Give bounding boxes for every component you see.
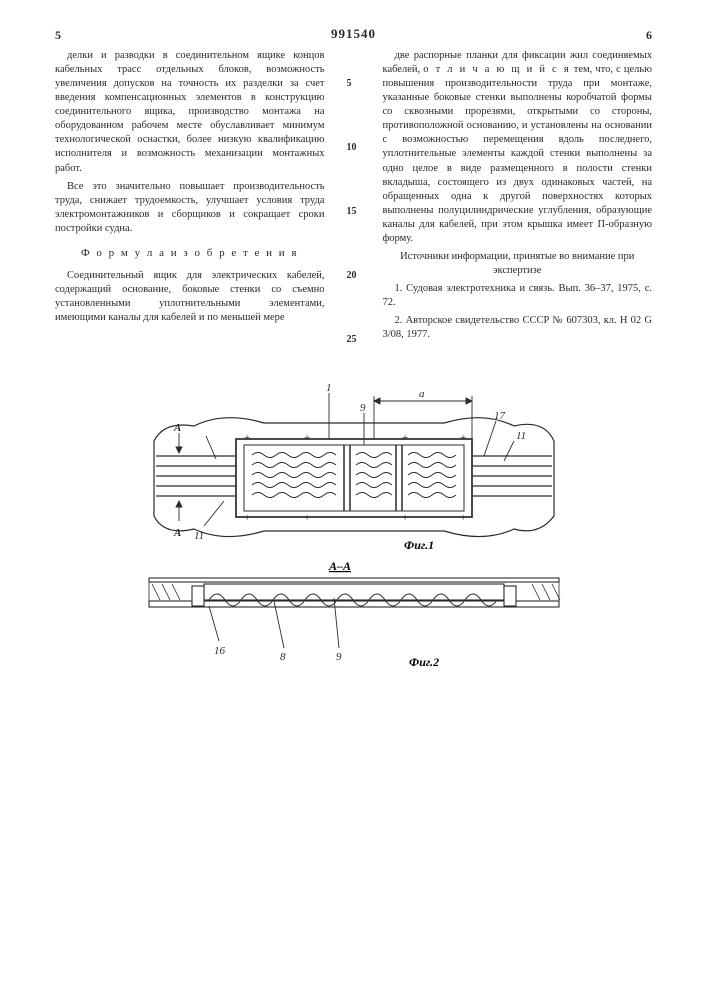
figures-block: + + + + + + + + xyxy=(55,381,652,681)
callout-9b: 9 xyxy=(336,651,342,663)
text-columns: делки и разводки в соединительном ящике … xyxy=(55,49,652,346)
line-marker: 10 xyxy=(347,141,361,154)
source-1: 1. Судовая электротехника и связь. Вып. … xyxy=(383,282,653,310)
left-p2: Все это значительно повышает производите… xyxy=(55,180,325,236)
section-A-top: A xyxy=(173,422,181,434)
right-p1: две распорные планки для фиксации жил со… xyxy=(383,49,653,246)
svg-text:+: + xyxy=(402,512,408,524)
section-A-bot: A xyxy=(173,527,181,539)
svg-text:+: + xyxy=(460,432,466,444)
page: 991540 5 6 делки и разводки в соединител… xyxy=(0,0,707,1000)
left-p3: Соединительный ящик для электрических ка… xyxy=(55,269,325,325)
formula-heading: Ф о р м у л а и з о б р е т е н и я xyxy=(55,246,325,261)
page-number-left: 5 xyxy=(55,28,61,43)
callout-16: 16 xyxy=(214,645,226,657)
right-p1b: тем, что, с целью повышения производител… xyxy=(383,64,653,244)
callout-11r: 11 xyxy=(516,430,526,442)
svg-text:+: + xyxy=(244,432,250,444)
callout-1: 1 xyxy=(326,382,332,394)
left-column: делки и разводки в соединительном ящике … xyxy=(55,49,325,346)
right-p1-spaced: о т л и ч а ю щ и й с я xyxy=(423,64,570,75)
section-label: A–A xyxy=(328,559,351,573)
line-number-gutter: 5 10 15 20 25 xyxy=(347,49,361,346)
line-marker: 5 xyxy=(347,77,361,90)
dim-a: a xyxy=(419,388,425,400)
fig1-label: Фиг.1 xyxy=(404,538,434,552)
fig2-label: Фиг.2 xyxy=(409,655,439,669)
doc-number: 991540 xyxy=(331,26,376,42)
figure-2: A–A 16 8 xyxy=(134,556,574,681)
line-marker: 25 xyxy=(347,333,361,346)
figure-1: + + + + + + + + xyxy=(144,381,564,556)
line-marker: 20 xyxy=(347,269,361,282)
right-column: две распорные планки для фиксации жил со… xyxy=(383,49,653,346)
page-number-right: 6 xyxy=(646,28,652,43)
callout-11l: 11 xyxy=(194,530,204,542)
callout-17: 17 xyxy=(494,410,506,422)
svg-text:+: + xyxy=(244,512,250,524)
line-marker: 15 xyxy=(347,205,361,218)
svg-text:+: + xyxy=(304,512,310,524)
svg-text:+: + xyxy=(304,432,310,444)
svg-text:+: + xyxy=(460,512,466,524)
callout-9: 9 xyxy=(360,402,366,414)
source-2: 2. Авторское свидетельство СССР № 607303… xyxy=(383,314,653,342)
callout-8: 8 xyxy=(280,651,286,663)
sources-heading: Источники информации, принятые во вниман… xyxy=(383,250,653,278)
left-p1: делки и разводки в соединительном ящике … xyxy=(55,49,325,176)
svg-text:+: + xyxy=(402,432,408,444)
